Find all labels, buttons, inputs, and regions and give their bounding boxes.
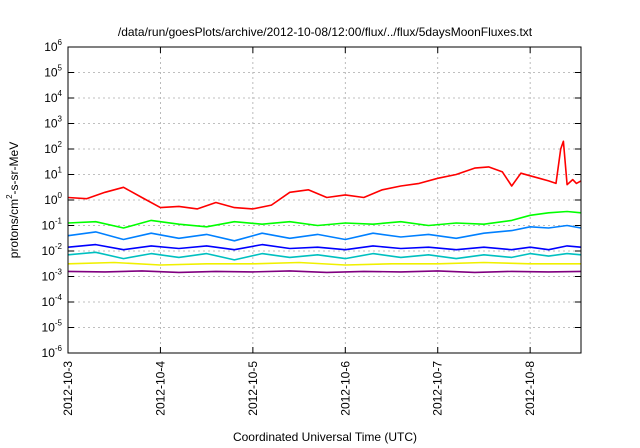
y-tick-label: 10-1 [42, 217, 63, 233]
series-line-7 [67, 270, 582, 274]
x-axis-ticks: 2012-10-3 2012-10-4 2012-10-5 2012-10-6 2012… [61, 47, 537, 416]
x-tick-label: 2012-10-7 [431, 361, 445, 416]
y-tick-label: 10-6 [42, 344, 63, 360]
y-tick-label: 105 [44, 64, 62, 80]
x-axis-label: Coordinated Universal Time (UTC) [233, 430, 417, 444]
y-tick-label: 104 [44, 89, 62, 105]
x-tick-label: 2012-10-3 [61, 361, 75, 416]
y-tick-label: 10-3 [42, 268, 63, 284]
data-series [67, 140, 582, 274]
y-axis-ticks: 106 105 104 103 102 101 100 10-1 10-2 10-3 10-4 10-… [42, 38, 581, 360]
series-line-4 [67, 243, 582, 251]
series-line-3 [67, 224, 582, 242]
y-tick-label: 10-2 [42, 242, 63, 258]
series-line-1 [67, 140, 582, 210]
y-tick-label: 10-4 [42, 293, 63, 309]
series-line-5 [67, 251, 582, 261]
y-tick-label: 100 [44, 191, 62, 207]
y-tick-label: 102 [44, 140, 62, 156]
series-line-2 [67, 210, 582, 229]
y-tick-label: 103 [44, 115, 62, 131]
x-tick-label: 2012-10-6 [338, 361, 352, 416]
y-axis-label: protons/cm2-s-sr-MeV [5, 142, 21, 258]
y-tick-label: 10-5 [42, 319, 63, 335]
series-line-6 [67, 261, 581, 266]
x-tick-label: 2012-10-8 [523, 361, 537, 416]
x-tick-label: 2012-10-5 [246, 361, 260, 416]
chart-title: /data/run/goesPlots/archive/2012-10-08/1… [118, 25, 533, 39]
x-tick-label: 2012-10-4 [153, 361, 167, 416]
y-tick-label: 106 [44, 38, 62, 54]
y-tick-label: 101 [44, 166, 62, 182]
